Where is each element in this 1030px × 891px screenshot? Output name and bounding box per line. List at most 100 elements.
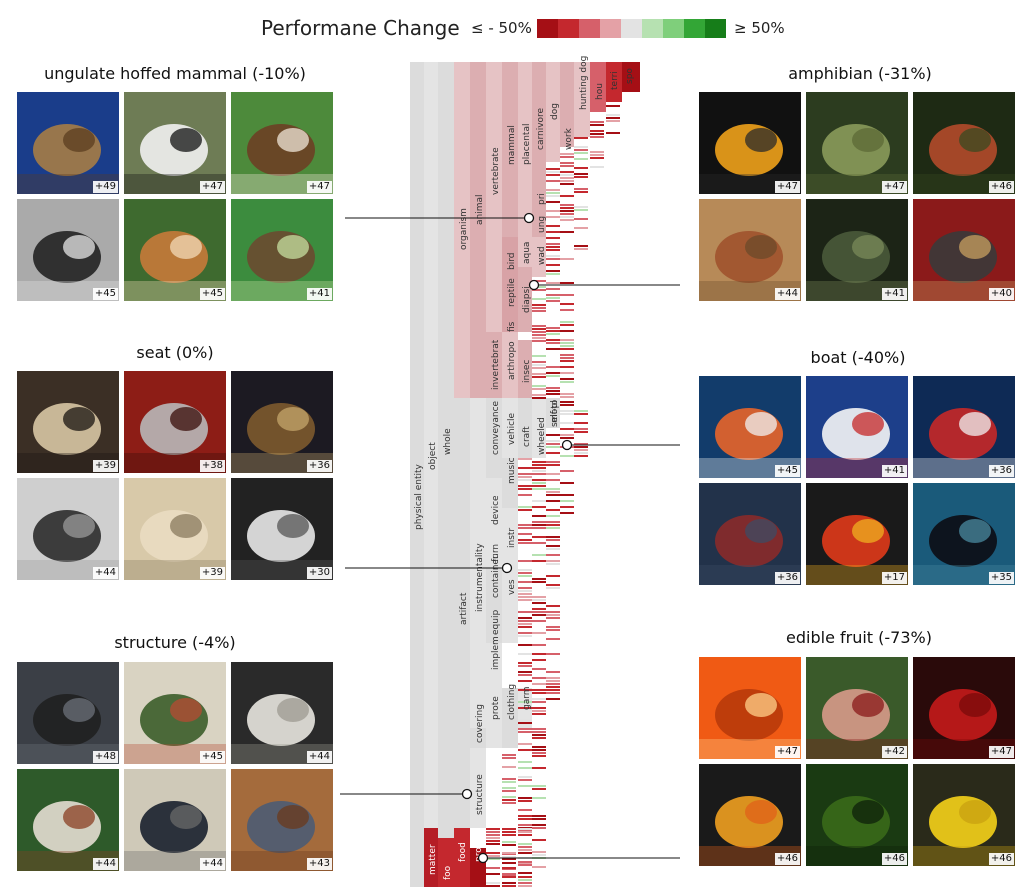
node-marker[interactable] [528, 279, 540, 291]
tree-leaf-mark [560, 470, 574, 472]
thumbnail-avocado-photo[interactable]: +46 [806, 764, 908, 866]
thumbnail-salamander-photo[interactable]: +47 [699, 92, 801, 194]
bridge-photo [17, 662, 119, 764]
thumbnail-gondola-photo[interactable]: +35 [913, 483, 1015, 585]
tree-leaf-mark [532, 599, 546, 601]
tree-leaf-mark [502, 828, 516, 830]
tree-leaf-mark [532, 355, 546, 357]
tree-leaf-mark [518, 680, 532, 682]
tree-node-label: structure [475, 774, 485, 815]
thumbnail-plaque-photo[interactable]: +44 [124, 769, 226, 871]
thumbnail-fig-photo[interactable]: +42 [806, 657, 908, 759]
tree-leaf-mark [546, 575, 560, 577]
eft-photo [913, 199, 1015, 301]
thumbnail-sailboat-photo[interactable]: +36 [699, 483, 801, 585]
thumbnail-frog-photo[interactable]: +47 [806, 92, 908, 194]
score-label: +47 [988, 746, 1014, 758]
thumbnail-lemon-photo[interactable]: +46 [913, 764, 1015, 866]
tree-leaf-mark [486, 840, 500, 842]
thumbnail-eft-photo[interactable]: +40 [913, 199, 1015, 301]
node-marker[interactable] [461, 788, 473, 800]
thumbnail-sofa-photo[interactable]: +39 [124, 478, 226, 580]
tree-leaf-mark [590, 136, 604, 138]
thumbnail-bench-photo[interactable]: +30 [231, 478, 333, 580]
thumbnail-zebra-photo[interactable]: +47 [124, 92, 226, 194]
tree-leaf-mark [532, 467, 546, 469]
tree-node-structure [470, 748, 486, 828]
score-label: +45 [199, 751, 225, 763]
tree-leaf-mark [546, 192, 560, 194]
tree-leaf-mark [486, 834, 500, 836]
tree-leaf-mark [590, 121, 604, 123]
tree-leaf-mark [532, 692, 546, 694]
tree-leaf-mark [532, 602, 546, 604]
node-marker[interactable] [523, 212, 535, 224]
tree-column-whole [438, 62, 454, 887]
tree-leaf-mark [560, 303, 574, 305]
thumbnail-office-chair-photo[interactable]: +44 [17, 478, 119, 580]
tree-leaf-mark [532, 689, 546, 691]
tree-node-container [486, 568, 502, 643]
thumbnail-yurt-photo[interactable]: +44 [17, 769, 119, 871]
tree-node-label: foo [443, 865, 453, 880]
thumbnail-newt-photo[interactable]: +46 [913, 92, 1015, 194]
tree-leaf-mark [546, 195, 560, 197]
tree-leaf-mark [560, 500, 574, 502]
tree-leaf-mark [518, 575, 532, 577]
tree-leaf-mark [532, 488, 546, 490]
score-label: +44 [92, 858, 118, 870]
node-marker[interactable] [561, 439, 573, 451]
tree-leaf-mark [518, 473, 532, 475]
legend-swatch [537, 19, 558, 38]
thumbnail-camel-photo[interactable]: +41 [231, 199, 333, 301]
thumbnail-goat-photo[interactable]: +45 [17, 199, 119, 301]
thumbnail-antique-chair-photo[interactable]: +36 [231, 371, 333, 473]
tree-leaf-mark [546, 375, 560, 377]
tree-leaf-mark [518, 885, 532, 887]
thumbnail-fireboat-photo[interactable]: +36 [913, 376, 1015, 478]
thumbnail-bridge-photo[interactable]: +48 [17, 662, 119, 764]
tree-leaf-mark [518, 509, 532, 511]
node-marker[interactable] [501, 562, 513, 574]
tree-leaf-mark [532, 364, 546, 366]
tree-leaf-mark [532, 659, 546, 661]
tree-leaf-mark [532, 376, 546, 378]
thumbnail-ram-photo[interactable]: +49 [17, 92, 119, 194]
thumbnail-folding-chair-photo[interactable]: +38 [124, 371, 226, 473]
thumbnail-gazelle-photo[interactable]: +45 [124, 199, 226, 301]
thumbnail-pomegranate-photo[interactable]: +47 [913, 657, 1015, 759]
tree-leaf-mark [532, 752, 546, 754]
tree-node-label: invertebrat [491, 339, 501, 390]
node-marker[interactable] [477, 852, 489, 864]
thumbnail-toad-photo[interactable]: +41 [806, 199, 908, 301]
tree-leaf-mark [532, 385, 546, 387]
thumbnail-lifeboat-photo[interactable]: +45 [699, 376, 801, 478]
thumbnail-speedboat-photo[interactable]: +41 [806, 376, 908, 478]
thumbnail-antelope-photo[interactable]: +47 [231, 92, 333, 194]
thumbnail-papaya-photo[interactable]: +46 [699, 764, 801, 866]
score-label: +36 [774, 572, 800, 584]
tree-leaf-mark [546, 605, 560, 607]
tree-leaf-mark [546, 611, 560, 613]
tree-node-dog [546, 62, 560, 162]
thumbnail-railing-photo[interactable]: +44 [231, 662, 333, 764]
tree-leaf-mark [532, 677, 546, 679]
antique-chair-photo [231, 371, 333, 473]
tree-leaf-mark [574, 173, 588, 175]
tree-leaf-mark [502, 790, 516, 792]
thumbnail-red-boat-photo[interactable]: +17 [806, 483, 908, 585]
thumbnail-armchair-photo[interactable]: +39 [17, 371, 119, 473]
tree-node-label: organism [459, 208, 469, 250]
tree-leaf-mark [532, 608, 546, 610]
tree-leaf-mark [546, 614, 560, 616]
tree-leaf-mark [502, 802, 516, 804]
thumbnail-barn-photo[interactable]: +43 [231, 769, 333, 871]
thumbnail-orange-photo[interactable]: +47 [699, 657, 801, 759]
tree-leaf-mark [590, 154, 604, 156]
tree-leaf-mark [546, 333, 560, 335]
tree-leaf-mark [560, 324, 574, 326]
tree-leaf-mark [546, 243, 560, 245]
thumbnail-hotel-garden-photo[interactable]: +45 [124, 662, 226, 764]
thumbnail-newt-sand-photo[interactable]: +44 [699, 199, 801, 301]
tree-leaf-mark [486, 858, 500, 860]
